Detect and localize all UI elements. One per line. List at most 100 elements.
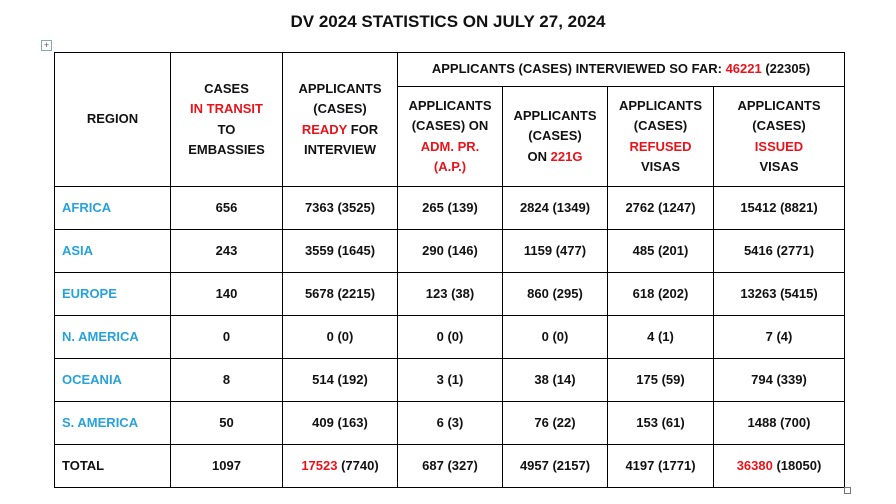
text: AFRICA xyxy=(62,199,112,215)
text-group: APPLICANTS xyxy=(408,98,491,113)
line: INTERVIEW xyxy=(283,140,397,161)
text: 514 (192) xyxy=(312,371,368,387)
text: S. AMERICA xyxy=(62,414,139,430)
text-group: VISAS xyxy=(641,159,680,174)
data-cell: 485 (201) xyxy=(607,229,714,273)
text: 485 (201) xyxy=(632,242,689,258)
text: 13263 (5415) xyxy=(740,285,818,301)
data-row: OCEANIA 8 514 (192) 3 (1) 38 (14) 175 (59) 794… xyxy=(54,358,845,402)
data-cell: 76 (22) xyxy=(502,401,608,445)
title: DV 2024 STATISTICS ON JULY 27, 2024 xyxy=(290,12,606,31)
text-group: REGION xyxy=(87,111,138,126)
line: ON 221G xyxy=(503,147,607,168)
data-cell: 290 (146) xyxy=(397,229,503,273)
line: TO xyxy=(171,120,282,141)
text: (CASES) ON xyxy=(411,118,489,133)
text: 5678 (2215) xyxy=(304,285,376,301)
data-cell: 0 (0) xyxy=(282,315,398,359)
text: INTERVIEW xyxy=(304,142,376,157)
line: ISSUED xyxy=(714,137,844,158)
text: 140 xyxy=(215,285,238,301)
line: IN TRANSIT xyxy=(171,99,282,120)
data-cell: 140 xyxy=(170,272,283,316)
line: (CASES) xyxy=(608,116,713,137)
region-cell: ASIA xyxy=(54,229,171,273)
region-cell: S. AMERICA xyxy=(54,401,171,445)
line: (CASES) xyxy=(283,99,397,120)
text: 76 (22) xyxy=(534,414,576,430)
data-cell: 4 (1) xyxy=(607,315,714,359)
text: OCEANIA xyxy=(62,371,122,387)
text: 4957 (2157) xyxy=(519,457,591,473)
text: ADM. PR. xyxy=(420,138,480,154)
data-cell: 514 (192) xyxy=(282,358,398,402)
text: 0 (0) xyxy=(436,328,464,344)
data-cell: 7363 (3525) xyxy=(282,186,398,230)
text: 8 xyxy=(222,371,231,387)
text-group: APPLICANTS xyxy=(737,98,820,113)
data-cell: 0 (0) xyxy=(397,315,503,359)
data-cell: 860 (295) xyxy=(502,272,608,316)
text: 265 (139) xyxy=(422,199,478,215)
text-group: REFUSED xyxy=(629,139,691,154)
header-row: REGION CASES IN TRANSIT TO EMBASSIES APPLICAN… xyxy=(54,52,845,187)
data-cell: 0 xyxy=(170,315,283,359)
text: TO xyxy=(217,121,236,137)
text: N. AMERICA xyxy=(62,328,139,344)
header-cell: APPLICANTS (CASES) ISSUED VISAS xyxy=(713,86,845,187)
data-cell: 0 (0) xyxy=(502,315,608,359)
line: ADM. PR. xyxy=(398,137,502,158)
data-row: TOTAL 1097 17523 (7740) 687 (327) 4957 (2157… xyxy=(54,444,845,488)
text-group: ADM. PR. xyxy=(421,139,480,154)
data-cell: 6 (3) xyxy=(397,401,503,445)
text-group: APPLICANTS xyxy=(619,98,702,113)
text: 2824 (1349) xyxy=(519,199,591,215)
data-cell: 36380 (18050) xyxy=(713,444,845,488)
data-cell: 175 (59) xyxy=(607,358,714,402)
data-cell: 687 (327) xyxy=(397,444,503,488)
stats-table: REGION CASES IN TRANSIT TO EMBASSIES APPLICAN… xyxy=(54,52,845,488)
data-cell: 50 xyxy=(170,401,283,445)
data-cell: 13263 (5415) xyxy=(713,272,845,316)
text: 409 (163) xyxy=(312,414,368,430)
header-cell: CASES IN TRANSIT TO EMBASSIES xyxy=(170,52,283,187)
text: 0 xyxy=(222,328,231,344)
text-group: TO xyxy=(218,122,236,137)
data-cell: 1097 xyxy=(170,444,283,488)
text: 36380 xyxy=(736,457,773,473)
text-group: VISAS xyxy=(759,159,798,174)
data-cell: 5416 (2771) xyxy=(713,229,845,273)
text: 687 (327) xyxy=(422,457,478,473)
data-cell: 656 xyxy=(170,186,283,230)
text: 1159 (477) xyxy=(523,242,587,258)
line: APPLICANTS xyxy=(283,79,397,100)
text: APPLICANTS (CASES) INTERVIEWED SO FAR: xyxy=(431,61,726,77)
text: 6 (3) xyxy=(436,414,464,430)
data-cell: 38 (14) xyxy=(502,358,608,402)
data-cell: 2762 (1247) xyxy=(607,186,714,230)
text: ASIA xyxy=(62,242,94,258)
text: ISSUED xyxy=(754,138,804,154)
text: 3559 (1645) xyxy=(304,242,376,258)
table-resize-handle[interactable] xyxy=(844,487,851,494)
text: 123 (38) xyxy=(425,285,475,301)
data-cell: 15412 (8821) xyxy=(713,186,845,230)
text: (CASES) xyxy=(313,101,367,116)
text-group: CASES xyxy=(204,81,249,96)
data-cell: 243 xyxy=(170,229,283,273)
text: 15412 (8821) xyxy=(740,199,818,215)
header-cell: REGION xyxy=(54,52,171,187)
line: REGION xyxy=(55,109,170,130)
header-cell: APPLICANTS (CASES) INTERVIEWED SO FAR: 4… xyxy=(397,52,845,87)
text: 4 (1) xyxy=(647,328,674,344)
region-cell: OCEANIA xyxy=(54,358,171,402)
text: 17523 xyxy=(301,457,338,473)
text-group: (CASES) xyxy=(752,118,805,133)
table-move-handle[interactable]: + xyxy=(41,40,52,51)
data-cell: 153 (61) xyxy=(607,401,714,445)
text: REGION xyxy=(86,111,139,127)
text: APPLICANTS xyxy=(298,80,382,96)
text: 7 (4) xyxy=(765,328,793,344)
data-cell: 7 (4) xyxy=(713,315,845,359)
text-group: ISSUED xyxy=(755,139,803,154)
